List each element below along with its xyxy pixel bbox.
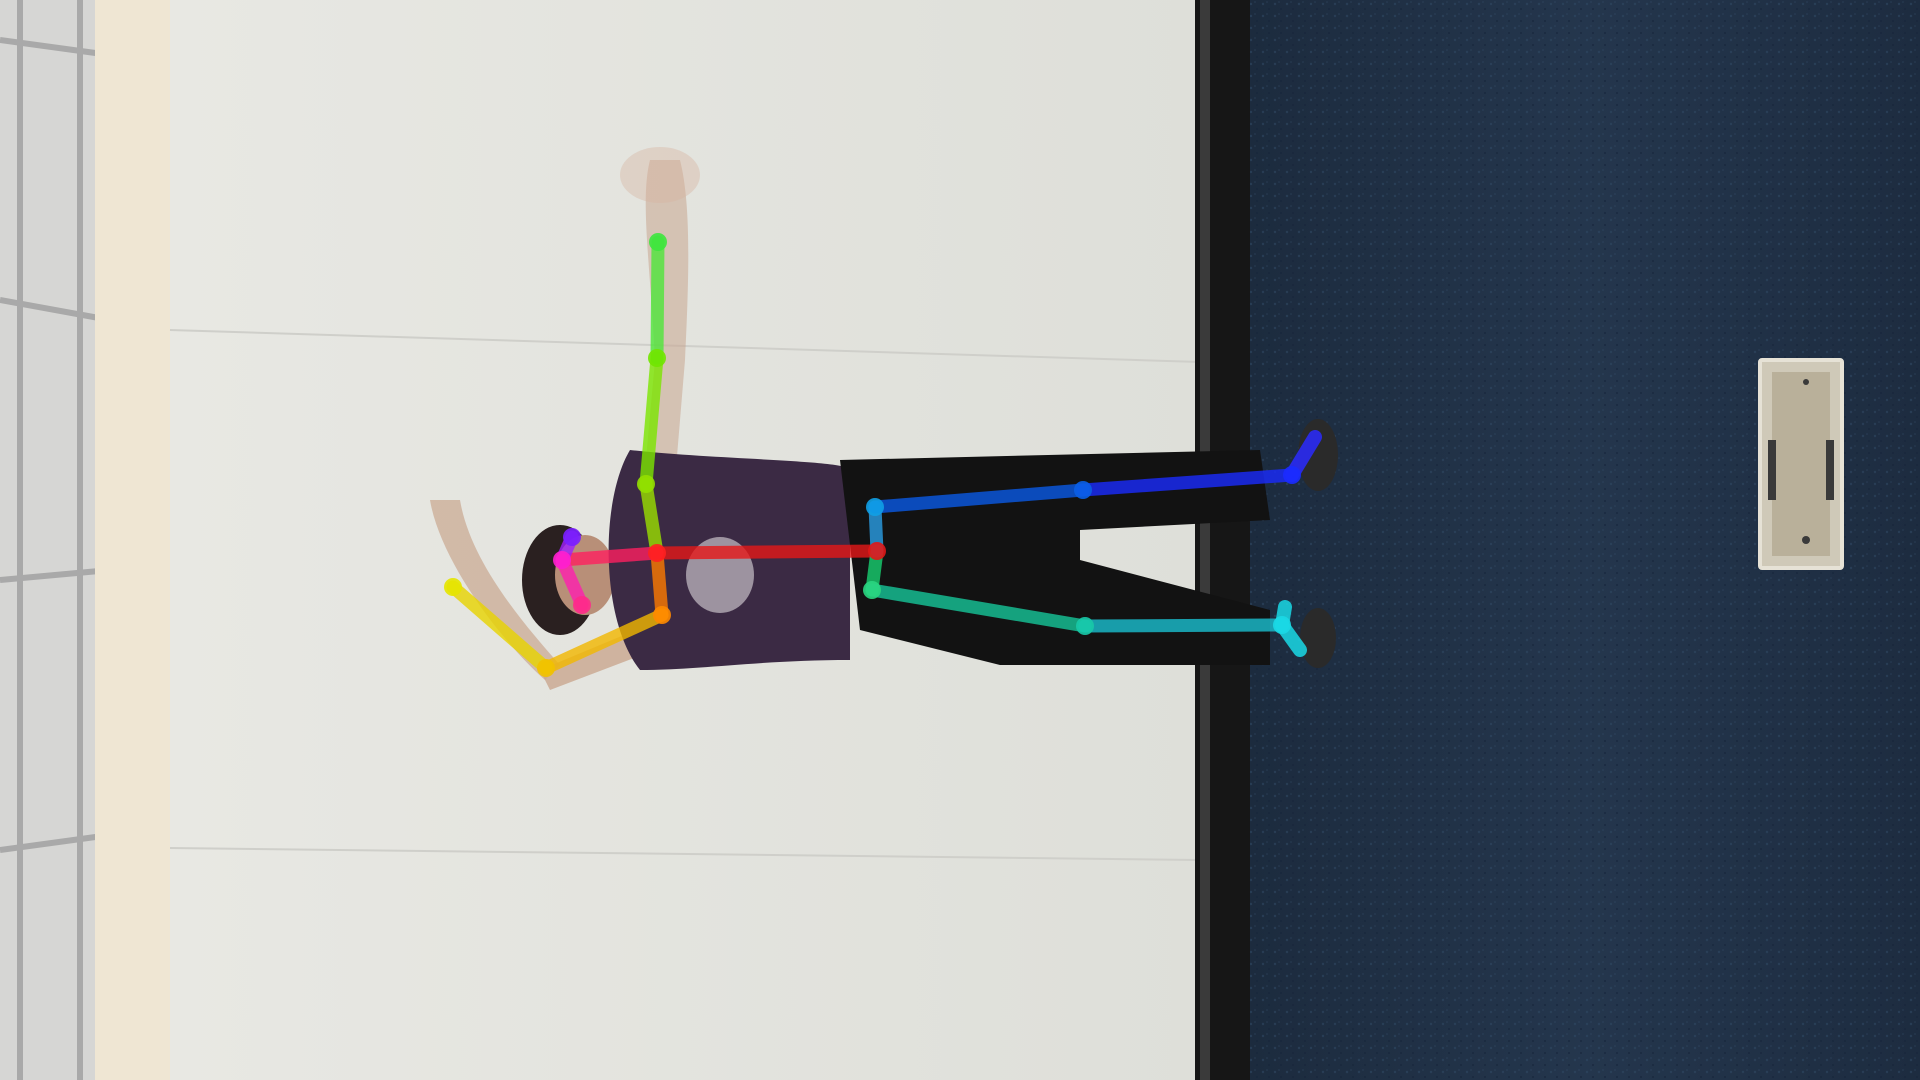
floor-outlet (1758, 358, 1844, 570)
limb-neck-to-pelvis (650, 544, 884, 560)
limb-left-elbow-to-left-wrist (650, 235, 665, 365)
pose-keypoints (444, 233, 1301, 677)
limb-neck-to-nose (555, 546, 664, 567)
limb-right-hip-to-right-knee (865, 583, 1092, 633)
keypoint-neck (648, 544, 666, 562)
keypoint-left-wrist (649, 233, 667, 251)
keypoint-left-elbow (648, 349, 666, 367)
window-frame (0, 0, 110, 1080)
beige-panel (95, 0, 180, 1080)
limb-right-shoulder-to-right-elbow (539, 608, 669, 675)
keypoint-pelvis (868, 542, 886, 560)
keypoint-right-elbow (537, 659, 555, 677)
limb-left-knee-to-left-ankle (1076, 468, 1299, 497)
keypoint-right-hip (863, 581, 881, 599)
keypoint-left-knee (1074, 481, 1092, 499)
keypoint-right-shoulder (653, 606, 671, 624)
keypoint-chin (573, 596, 591, 614)
keypoint-right-wrist (444, 578, 462, 596)
limb-right-knee-to-right-ankle (1078, 618, 1289, 633)
window-panes (0, 0, 111, 1080)
limb-neck-to-left-shoulder (639, 477, 664, 560)
keypoint-left-hip (866, 498, 884, 516)
keypoint-left-shoulder (637, 475, 655, 493)
keypoint-head-top (563, 528, 581, 546)
keypoint-left-ankle (1283, 466, 1301, 484)
keypoint-right-ankle (1273, 616, 1291, 634)
keypoint-nose (553, 551, 571, 569)
baseboard-highlight (1200, 0, 1210, 1080)
limb-left-shoulder-to-left-elbow (639, 351, 664, 491)
pose-skeleton-limbs (446, 235, 1322, 675)
wall-seam-bottom (169, 847, 1201, 861)
limb-left-hip-to-left-knee (868, 483, 1090, 514)
limb-right-elbow-to-right-wrist (446, 580, 553, 675)
keypoint-right-knee (1076, 617, 1094, 635)
limb-neck-to-right-shoulder (650, 546, 669, 622)
